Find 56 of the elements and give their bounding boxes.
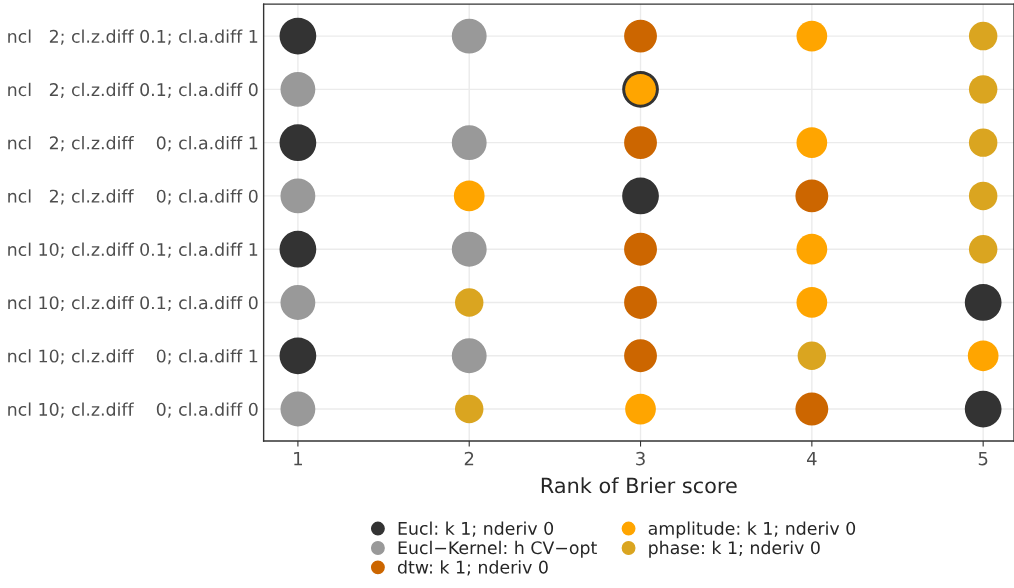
y-tick-label: ncl 10; cl.z.diff 0.1; cl.a.diff 0 <box>8 295 258 312</box>
point <box>280 285 316 320</box>
legend-label: Eucl: k 1; nderiv 0 <box>398 521 554 537</box>
point <box>796 233 828 265</box>
point <box>625 393 656 425</box>
point <box>796 20 828 52</box>
y-tick-label: ncl 2; cl.z.diff 0.1; cl.a.diff 0 <box>8 82 258 98</box>
point <box>968 75 998 104</box>
point <box>964 390 1002 428</box>
point <box>795 392 829 426</box>
point <box>451 231 487 267</box>
point <box>797 341 827 370</box>
point <box>279 124 317 162</box>
y-tick-label: ncl 10; cl.z.diff 0; cl.a.diff 0 <box>8 402 258 418</box>
x-tick-label: 3 <box>636 451 645 466</box>
y-tick-label: ncl 2; cl.z.diff 0; cl.a.diff 0 <box>8 189 258 205</box>
point <box>451 338 487 374</box>
point <box>454 288 484 317</box>
point <box>279 230 317 268</box>
point <box>624 286 657 319</box>
point <box>453 180 485 212</box>
legend-label: amplitude: k 1; nderiv 0 <box>648 521 856 539</box>
x-axis-title: Rank of Brier score <box>541 477 737 494</box>
point <box>968 234 998 264</box>
y-tick-label: ncl 2; cl.z.diff 0; cl.a.diff 1 <box>8 136 258 152</box>
point <box>796 287 828 318</box>
point <box>968 128 998 157</box>
point <box>454 394 484 424</box>
point <box>795 179 829 213</box>
point <box>280 71 316 107</box>
point <box>280 178 316 214</box>
x-tick-label: 2 <box>464 451 474 466</box>
point <box>796 127 828 159</box>
point <box>967 340 999 372</box>
point <box>279 337 317 375</box>
point <box>624 126 657 160</box>
point <box>964 284 1002 321</box>
point <box>624 339 657 373</box>
point <box>451 18 487 54</box>
point <box>968 21 998 51</box>
legend-label: dtw: k 1; nderiv 0 <box>397 560 548 576</box>
point <box>622 177 659 215</box>
y-tick-label: ncl 10; cl.z.diff 0.1; cl.a.diff 1 <box>8 242 258 258</box>
x-tick-label: 5 <box>978 451 988 466</box>
legend-label: phase: k 1; nderiv 0 <box>649 540 820 558</box>
point <box>624 19 657 53</box>
x-tick-label: 1 <box>294 451 302 466</box>
point <box>968 181 998 211</box>
y-tick-label: ncl 2; cl.z.diff 0.1; cl.a.diff 1 <box>8 29 258 45</box>
point <box>279 17 317 55</box>
point <box>280 391 316 427</box>
legend-label: Eucl−Kernel: h CV−opt <box>398 540 597 558</box>
y-tick-label: ncl 10; cl.z.diff 0; cl.a.diff 1 <box>8 349 258 365</box>
x-tick-label: 4 <box>806 451 817 466</box>
point <box>624 232 657 266</box>
point <box>451 125 487 161</box>
